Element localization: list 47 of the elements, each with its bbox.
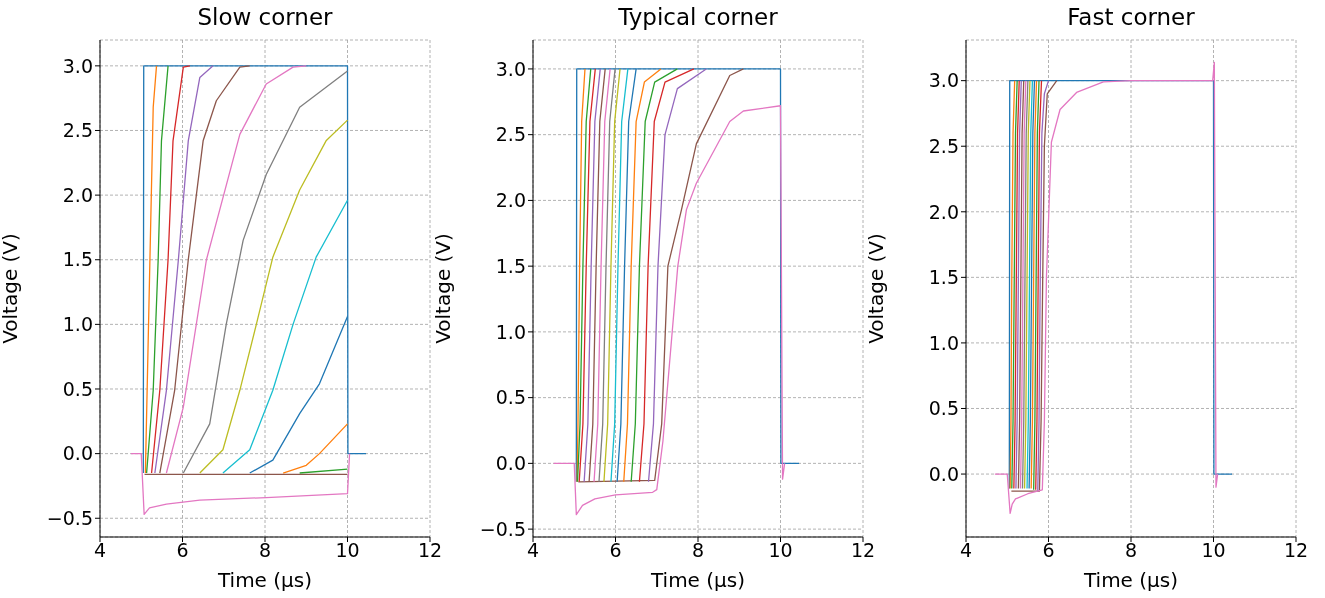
x-tick-label: 10	[335, 539, 360, 562]
y-tick-label: 2.5	[495, 123, 526, 146]
x-tick-label: 4	[959, 539, 973, 562]
y-tick-label: 2.0	[495, 189, 526, 212]
y-tick-label: 0.0	[495, 452, 526, 475]
y-tick-label: 3.0	[928, 69, 959, 92]
y-tick-label: 2.0	[928, 200, 959, 223]
y-tick-label: 1.0	[495, 320, 526, 343]
y-axis-title: Voltage (V)	[0, 233, 23, 344]
y-tick-label: −0.5	[479, 517, 526, 540]
y-tick-label: 0.5	[62, 377, 93, 400]
y-axis-title: Voltage (V)	[864, 233, 889, 344]
y-tick-label: 1.5	[928, 266, 959, 289]
y-tick-label: −0.5	[46, 507, 93, 529]
x-tick-label: 6	[176, 539, 189, 562]
x-tick-label: 8	[258, 539, 272, 562]
x-tick-label: 6	[1042, 539, 1055, 562]
x-axis-title: Time (µs)	[649, 568, 746, 592]
x-tick-label: 12	[417, 539, 443, 562]
x-tick-label: 4	[93, 539, 107, 562]
y-tick-label: 2.0	[62, 183, 93, 206]
y-tick-label: 0.0	[928, 462, 959, 485]
y-tick-label: 3.0	[62, 54, 93, 77]
y-tick-label: 1.5	[495, 254, 526, 277]
x-tick-label: 8	[1124, 539, 1138, 562]
y-tick-label: 1.5	[62, 248, 93, 271]
x-tick-label: 4	[526, 539, 540, 562]
x-tick-label: 8	[691, 539, 705, 562]
y-tick-label: 0.5	[928, 397, 959, 420]
y-tick-label: 3.0	[495, 57, 526, 80]
y-tick-label: 0.5	[495, 386, 526, 409]
x-axis-title: Time (µs)	[1082, 568, 1179, 592]
chart-title: Typical corner	[617, 4, 779, 30]
y-tick-label: 1.0	[928, 331, 959, 354]
x-tick-label: 12	[850, 539, 876, 562]
x-tick-label: 12	[1283, 539, 1309, 562]
x-tick-label: 10	[768, 539, 793, 562]
x-tick-label: 10	[1201, 539, 1226, 562]
chart-title: Slow corner	[196, 4, 334, 30]
y-axis-title: Voltage (V)	[431, 233, 456, 344]
x-axis-title: Time (µs)	[216, 568, 313, 592]
y-tick-label: 1.0	[62, 313, 93, 336]
chart-title: Fast corner	[1066, 4, 1196, 30]
y-tick-label: 0.0	[62, 442, 93, 465]
x-tick-label: 6	[609, 539, 622, 562]
y-tick-label: 2.5	[928, 134, 959, 157]
y-tick-label: 2.5	[62, 119, 93, 142]
